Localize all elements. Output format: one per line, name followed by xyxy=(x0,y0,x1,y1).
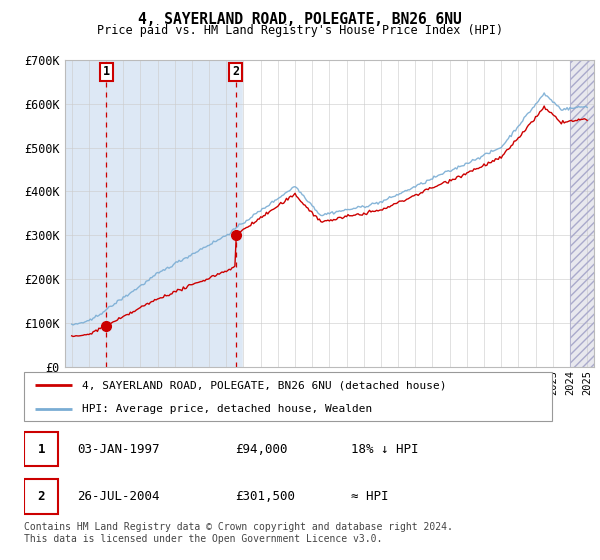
Text: 18% ↓ HPI: 18% ↓ HPI xyxy=(352,443,419,456)
Text: 2: 2 xyxy=(38,491,45,503)
Bar xyxy=(65,60,244,367)
Text: 2: 2 xyxy=(232,66,239,78)
Text: 03-JAN-1997: 03-JAN-1997 xyxy=(77,443,160,456)
Text: Price paid vs. HM Land Registry's House Price Index (HPI): Price paid vs. HM Land Registry's House … xyxy=(97,24,503,36)
Text: £94,000: £94,000 xyxy=(235,443,288,456)
FancyBboxPatch shape xyxy=(24,479,58,514)
Text: 4, SAYERLAND ROAD, POLEGATE, BN26 6NU: 4, SAYERLAND ROAD, POLEGATE, BN26 6NU xyxy=(138,12,462,27)
Bar xyxy=(244,60,594,367)
Text: 1: 1 xyxy=(103,66,110,78)
FancyBboxPatch shape xyxy=(24,432,58,466)
Text: 1: 1 xyxy=(38,443,45,456)
Text: Contains HM Land Registry data © Crown copyright and database right 2024.
This d: Contains HM Land Registry data © Crown c… xyxy=(24,522,453,544)
Text: £301,500: £301,500 xyxy=(235,491,295,503)
Bar xyxy=(570,60,594,367)
Bar xyxy=(570,60,594,367)
FancyBboxPatch shape xyxy=(24,372,552,421)
Text: ≈ HPI: ≈ HPI xyxy=(352,491,389,503)
Text: HPI: Average price, detached house, Wealden: HPI: Average price, detached house, Weal… xyxy=(82,404,373,414)
Text: 26-JUL-2004: 26-JUL-2004 xyxy=(77,491,160,503)
Text: 4, SAYERLAND ROAD, POLEGATE, BN26 6NU (detached house): 4, SAYERLAND ROAD, POLEGATE, BN26 6NU (d… xyxy=(82,380,446,390)
